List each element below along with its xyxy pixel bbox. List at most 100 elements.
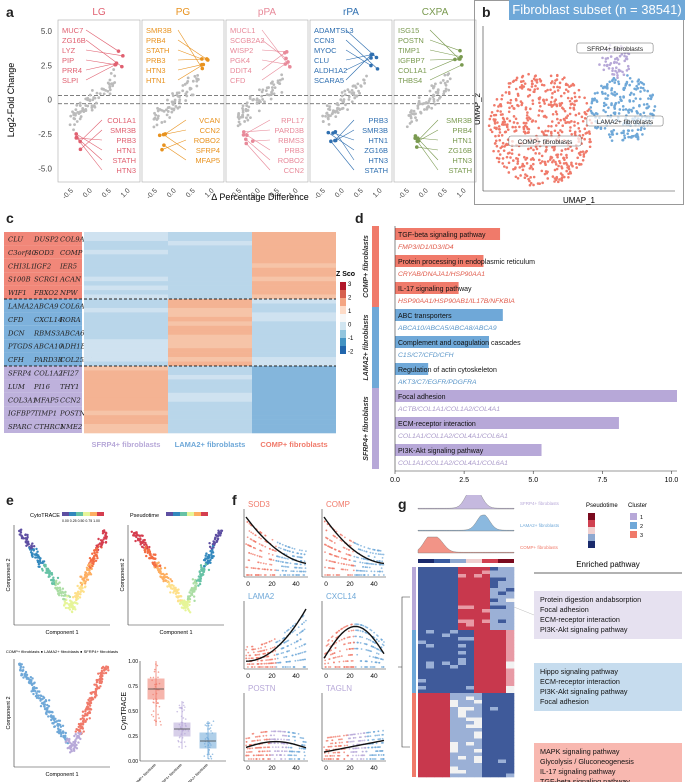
f-cell (363, 570, 366, 572)
c-gene-name: SOD3 (34, 249, 54, 257)
f-cell (263, 662, 266, 665)
c-gene-name: COL9A2 (60, 236, 89, 244)
e-celltype-cell (82, 730, 85, 733)
f-cell (254, 567, 257, 570)
g-heat-cell (474, 595, 483, 599)
g-heat-cell (450, 675, 459, 680)
g-heat-cell (466, 609, 475, 613)
g-heat-cell (482, 675, 491, 680)
g-heat-cell (418, 619, 427, 624)
f-cell (292, 555, 294, 557)
g-heat-cell (442, 661, 451, 666)
b-cell (610, 139, 614, 142)
g-heat-cell (490, 567, 499, 571)
f-cell (366, 660, 368, 663)
e-celltype-cell (76, 734, 79, 738)
a-point (160, 108, 163, 112)
e-pseudotime-cell (201, 573, 204, 576)
b-cell (516, 177, 520, 180)
a-facet-title: pPA (258, 7, 276, 18)
f-cell (324, 662, 326, 665)
e-cytotrace-cell (61, 587, 65, 590)
b-cell (570, 161, 573, 165)
e-pseudotime-cell (180, 601, 184, 605)
e-celltype-ylabel: Component 2 (6, 696, 12, 729)
f-cell (283, 738, 285, 741)
b-cell (501, 94, 504, 97)
f-cell (268, 754, 271, 756)
e-cytotrace-cell (60, 591, 64, 594)
g-heat-cell (490, 675, 499, 680)
f-cell (327, 662, 330, 665)
b-cell (556, 180, 560, 184)
a-gene-point (283, 50, 287, 55)
e-celltype-cell (59, 723, 62, 727)
f-cell (363, 739, 366, 742)
d-group-label: COMP+ fibroblasts (363, 235, 370, 298)
e-pseudotime-cell (159, 567, 163, 570)
g-heat-cell (498, 665, 507, 669)
f-cell (360, 544, 362, 547)
f-cell (258, 536, 261, 539)
g-heat-cell (474, 675, 483, 680)
f-cell (279, 754, 282, 756)
f-cell (294, 562, 296, 565)
c-gene-name: PI16 (33, 383, 51, 391)
e-celltype-cell (74, 739, 77, 742)
c-legend-tick: -1 (348, 336, 354, 342)
a-ytick: -5.0 (38, 164, 52, 173)
e-celltype-cell (77, 725, 80, 729)
e-celltype-cell (75, 737, 78, 740)
g-heat-cell (482, 689, 491, 694)
g-heat-cell (426, 637, 435, 641)
g-heat-cell (418, 696, 427, 701)
g-heat-cell (450, 616, 459, 620)
f-cell (372, 738, 375, 741)
e-pseudotime-cell (153, 553, 157, 556)
a-point (443, 81, 447, 85)
b-cell (601, 86, 605, 90)
b-cell (603, 63, 606, 67)
f-cell (274, 649, 277, 652)
b-label-sfrp4-box (576, 42, 654, 54)
b-cell (614, 78, 617, 82)
f-cell (376, 635, 379, 637)
b-cell (540, 154, 544, 158)
f-cell (248, 522, 251, 525)
a-gene-point (329, 139, 333, 144)
g-heat-cell (442, 623, 451, 627)
b-cell (549, 81, 553, 85)
e-celltype-cell (87, 712, 90, 715)
a-point (265, 86, 269, 90)
g-heat-cell (458, 654, 467, 659)
b-cell (550, 132, 553, 135)
f-cell (282, 646, 285, 649)
b-cell (581, 158, 585, 162)
g-heat-cell (418, 693, 427, 697)
e-celltype-cell (26, 676, 29, 679)
f-cell (300, 644, 303, 647)
a-point (428, 89, 432, 93)
a-gene-point (157, 133, 162, 138)
e-pseudotime-cell (167, 576, 170, 580)
g-heat-cell (442, 602, 451, 606)
e-box-point (208, 749, 210, 751)
b-cell (510, 104, 514, 108)
g-heat-cell (490, 612, 499, 617)
g-heat-cell (490, 700, 499, 704)
f-cell (297, 552, 300, 555)
c-gene-row-bg (4, 406, 82, 420)
f-cell (365, 550, 368, 553)
f-cell (260, 537, 262, 540)
g-heat-cell (450, 626, 459, 631)
f-cell (275, 545, 277, 548)
a-point (108, 78, 112, 82)
f-cell (270, 738, 273, 741)
f-cell (251, 740, 254, 742)
f-cell (281, 750, 283, 753)
b-cell (544, 129, 547, 133)
f-cell (269, 758, 272, 760)
g-heat-cell (442, 675, 451, 680)
e-pseudotime-cell (210, 547, 213, 550)
